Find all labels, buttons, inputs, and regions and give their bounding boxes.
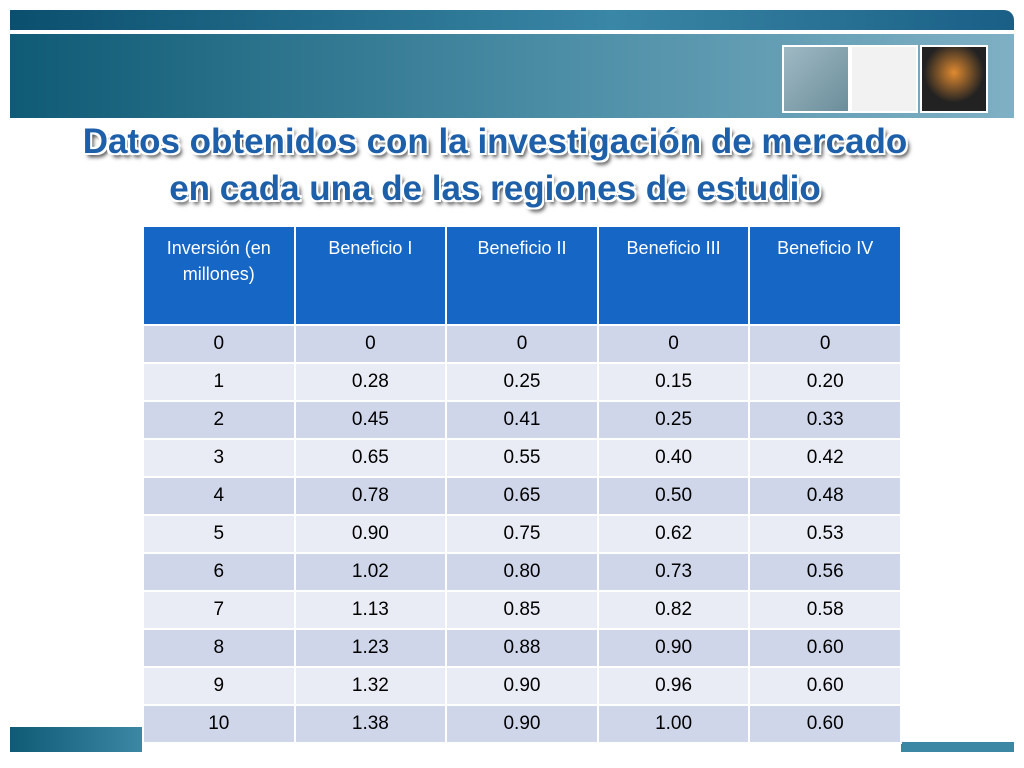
table-cell: 0.90 xyxy=(445,704,599,744)
table-cell: 0.20 xyxy=(748,362,902,402)
table-cell: 0.90 xyxy=(293,514,448,554)
header-cell: Beneficio I xyxy=(293,225,448,326)
table-cell: 0.62 xyxy=(596,514,751,554)
footer-bar xyxy=(901,742,1014,752)
header-row: Inversión (en millones) Beneficio I Benefi… xyxy=(142,225,902,326)
dna-image xyxy=(782,45,850,113)
table-row: 10 1.38 0.90 1.00 0.60 xyxy=(142,704,902,744)
table-cell: 0.60 xyxy=(748,666,902,706)
table-cell: 0.56 xyxy=(748,552,902,592)
evolution-image xyxy=(850,45,918,113)
table-cell: 0.48 xyxy=(748,476,902,516)
slide-title: Datos obtenidos con la investigación de … xyxy=(0,118,990,212)
table-cell: 8 xyxy=(142,628,296,668)
table-cell: 6 xyxy=(142,552,296,592)
header-cell: Beneficio IV xyxy=(748,225,902,326)
table-cell: 3 xyxy=(142,438,296,478)
table-cell: 0.28 xyxy=(293,362,448,402)
table-cell: 0.53 xyxy=(748,514,902,554)
table-cell: 7 xyxy=(142,590,296,630)
table-cell: 0.85 xyxy=(445,590,599,630)
table-cell: 0.45 xyxy=(293,400,448,440)
table-row: 3 0.65 0.55 0.40 0.42 xyxy=(142,438,902,478)
table-cell: 0 xyxy=(445,324,599,364)
header-cell: Beneficio II xyxy=(445,225,599,326)
table-cell: 2 xyxy=(142,400,296,440)
table-cell: 10 xyxy=(142,704,296,744)
table-cell: 1.38 xyxy=(293,704,448,744)
table-cell: 0.60 xyxy=(748,704,902,744)
table-cell: 1.00 xyxy=(596,704,751,744)
table-row: 6 1.02 0.80 0.73 0.56 xyxy=(142,552,902,592)
table-cell: 0.75 xyxy=(445,514,599,554)
table-cell: 0.60 xyxy=(748,628,902,668)
table-cell: 1.32 xyxy=(293,666,448,706)
footer-bar xyxy=(10,727,142,752)
table-cell: 0.41 xyxy=(445,400,599,440)
table-cell: 0.73 xyxy=(596,552,751,592)
table-cell: 0.55 xyxy=(445,438,599,478)
table-cell: 0 xyxy=(293,324,448,364)
table-cell: 0.88 xyxy=(445,628,599,668)
table-cell: 0.65 xyxy=(445,476,599,516)
table-row: 4 0.78 0.65 0.50 0.48 xyxy=(142,476,902,516)
table-cell: 0.33 xyxy=(748,400,902,440)
table-row: 2 0.45 0.41 0.25 0.33 xyxy=(142,400,902,440)
title-line: en cada una de las regiones de estudio xyxy=(169,169,821,208)
table-cell: 0.90 xyxy=(596,628,751,668)
header-bar xyxy=(10,10,1014,30)
table-cell: 0.15 xyxy=(596,362,751,402)
table-cell: 0.50 xyxy=(596,476,751,516)
table-cell: 0.65 xyxy=(293,438,448,478)
table-cell: 1.13 xyxy=(293,590,448,630)
table-row: 1 0.28 0.25 0.15 0.20 xyxy=(142,362,902,402)
table-cell: 0.25 xyxy=(445,362,599,402)
table-cell: 1.23 xyxy=(293,628,448,668)
header-cell: Inversión (en millones) xyxy=(142,225,296,326)
table-cell: 0.25 xyxy=(596,400,751,440)
table-row: 8 1.23 0.88 0.90 0.60 xyxy=(142,628,902,668)
table-row: 5 0.90 0.75 0.62 0.53 xyxy=(142,514,902,554)
table-row: 7 1.13 0.85 0.82 0.58 xyxy=(142,590,902,630)
table-cell: 5 xyxy=(142,514,296,554)
chromosome-image xyxy=(920,45,988,113)
table-cell: 1.02 xyxy=(293,552,448,592)
table-cell: 0.96 xyxy=(596,666,751,706)
table-row: 9 1.32 0.90 0.96 0.60 xyxy=(142,666,902,706)
table-cell: 1 xyxy=(142,362,296,402)
table-cell: 0.78 xyxy=(293,476,448,516)
table-cell: 0 xyxy=(142,324,296,364)
table-cell: 0.40 xyxy=(596,438,751,478)
title-line: Datos obtenidos con la investigación de … xyxy=(82,122,908,161)
table-cell: 9 xyxy=(142,666,296,706)
table-cell: 0.80 xyxy=(445,552,599,592)
table-cell: 0.42 xyxy=(748,438,902,478)
data-table: Inversión (en millones) Beneficio I Benefi… xyxy=(142,225,902,744)
header-cell: Beneficio III xyxy=(596,225,751,326)
table-cell: 0.58 xyxy=(748,590,902,630)
table-cell: 0 xyxy=(596,324,751,364)
table-cell: 4 xyxy=(142,476,296,516)
table-cell: 0.90 xyxy=(445,666,599,706)
table-cell: 0.82 xyxy=(596,590,751,630)
table-cell: 0 xyxy=(748,324,902,364)
